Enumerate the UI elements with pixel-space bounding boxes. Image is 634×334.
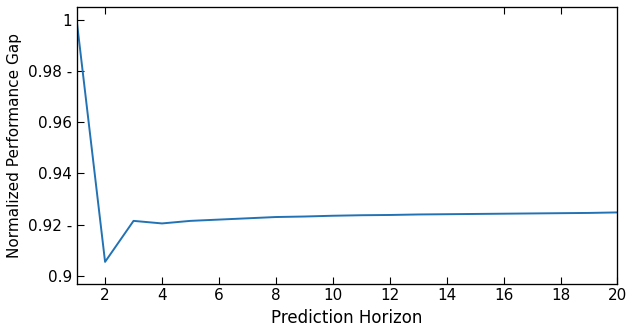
X-axis label: Prediction Horizon: Prediction Horizon: [271, 309, 423, 327]
Y-axis label: Normalized Performance Gap: Normalized Performance Gap: [7, 33, 22, 258]
